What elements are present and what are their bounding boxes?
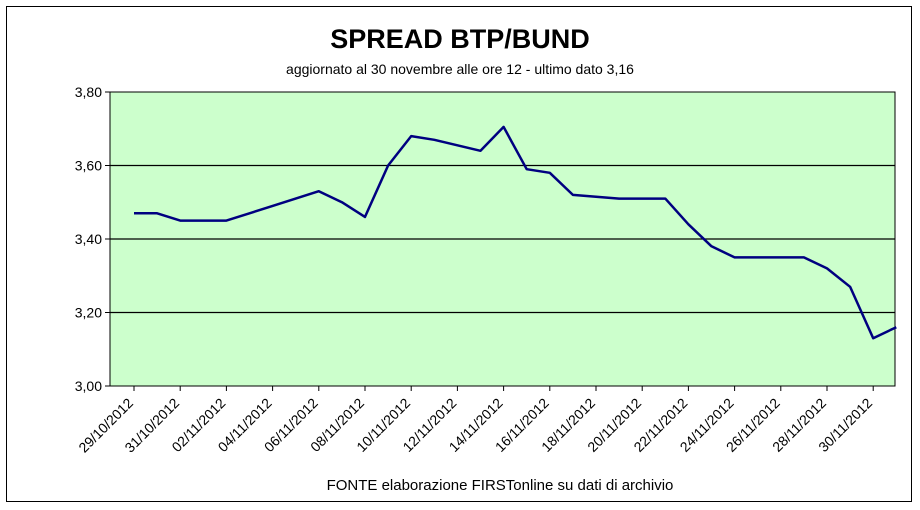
x-axis: 29/10/201231/10/201202/11/201204/11/2012…	[75, 385, 895, 456]
series-layer	[134, 125, 897, 340]
grid-lines	[110, 164, 895, 314]
series-line	[134, 125, 897, 340]
chart-footer: FONTE elaborazione FIRSTonline su dati d…	[327, 477, 674, 494]
y-tick-label: 3,80	[75, 84, 102, 100]
chart-title: SPREAD BTP/BUND	[330, 24, 590, 54]
y-tick-label: 3,40	[75, 231, 102, 247]
y-tick-label: 3,20	[75, 305, 102, 321]
y-tick-label: 3,00	[75, 378, 102, 394]
y-tick-label: 3,60	[75, 158, 102, 174]
chart-subtitle: aggiornato al 30 novembre alle ore 12 - …	[286, 61, 634, 77]
y-axis: 3,00 3,20 3,40 3,60 3,80	[75, 84, 110, 394]
